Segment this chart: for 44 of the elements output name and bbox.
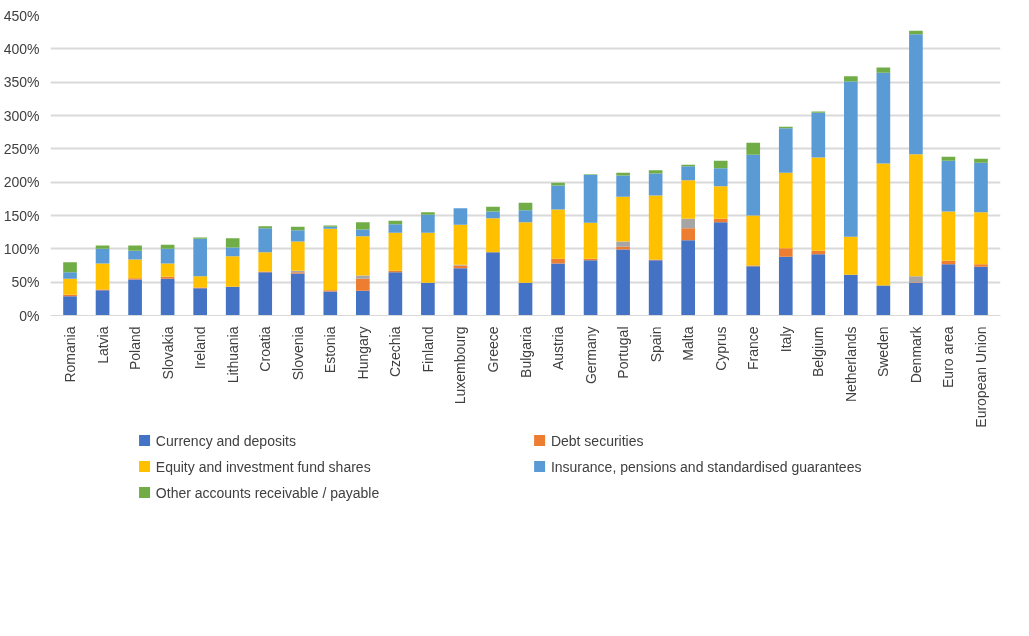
x-tick-label: Romania — [62, 326, 79, 383]
x-tick-label: Italy — [777, 326, 794, 353]
x-tick-label: Netherlands — [842, 326, 859, 402]
x-tick-label: European Union — [972, 326, 989, 428]
legend-label: Currency and deposits — [155, 432, 296, 449]
x-tick-label: Portugal — [615, 326, 632, 379]
x-tick-label: Malta — [680, 326, 697, 361]
x-tick-label: Cyprus — [712, 326, 729, 371]
y-tick-label: 350% — [3, 74, 40, 91]
x-tick-label: Slovakia — [159, 326, 176, 380]
legend-label: Debt securities — [550, 432, 644, 449]
x-tick-label: Greece — [484, 326, 501, 373]
y-tick-label: 450% — [3, 7, 40, 24]
x-tick-label: Euro area — [940, 326, 957, 388]
y-tick-label: 400% — [3, 40, 40, 57]
y-tick-label: 50% — [11, 274, 40, 291]
x-tick-label: Estonia — [322, 326, 339, 374]
x-tick-label: Croatia — [257, 326, 274, 372]
x-tick-label: Lithuania — [224, 326, 241, 384]
y-tick-label: 0% — [19, 307, 40, 324]
y-tick-label: 150% — [3, 207, 40, 224]
x-tick-label: Poland — [127, 326, 144, 371]
x-tick-label: Czechia — [387, 326, 404, 378]
x-tick-label: Sweden — [875, 326, 892, 378]
y-tick-label: 100% — [3, 240, 40, 257]
x-tick-label: Finland — [419, 326, 436, 373]
x-tick-label: Belgium — [810, 326, 827, 378]
x-tick-label: Ireland — [192, 326, 209, 370]
x-tick-label: Bulgaria — [517, 326, 534, 378]
x-tick-label: Hungary — [354, 326, 371, 380]
x-tick-label: Spain — [647, 326, 664, 363]
x-tick-label: Denmark — [907, 325, 924, 384]
x-tick-label: France — [745, 326, 762, 371]
x-tick-label: Germany — [582, 326, 599, 385]
legend-label: Equity and investment fund shares — [155, 458, 371, 475]
legend-label: Insurance, pensions and standardised guarantees — [550, 458, 862, 475]
x-tick-label: Latvia — [94, 326, 111, 364]
x-tick-label: Austria — [550, 326, 567, 371]
y-tick-label: 300% — [3, 107, 40, 124]
x-tick-label: Luxembourg — [452, 326, 469, 405]
legend-label: Other accounts receivable / payable — [155, 484, 380, 501]
y-tick-label: 200% — [3, 174, 40, 191]
y-tick-label: 250% — [3, 140, 40, 157]
x-tick-label: Slovenia — [289, 326, 306, 381]
